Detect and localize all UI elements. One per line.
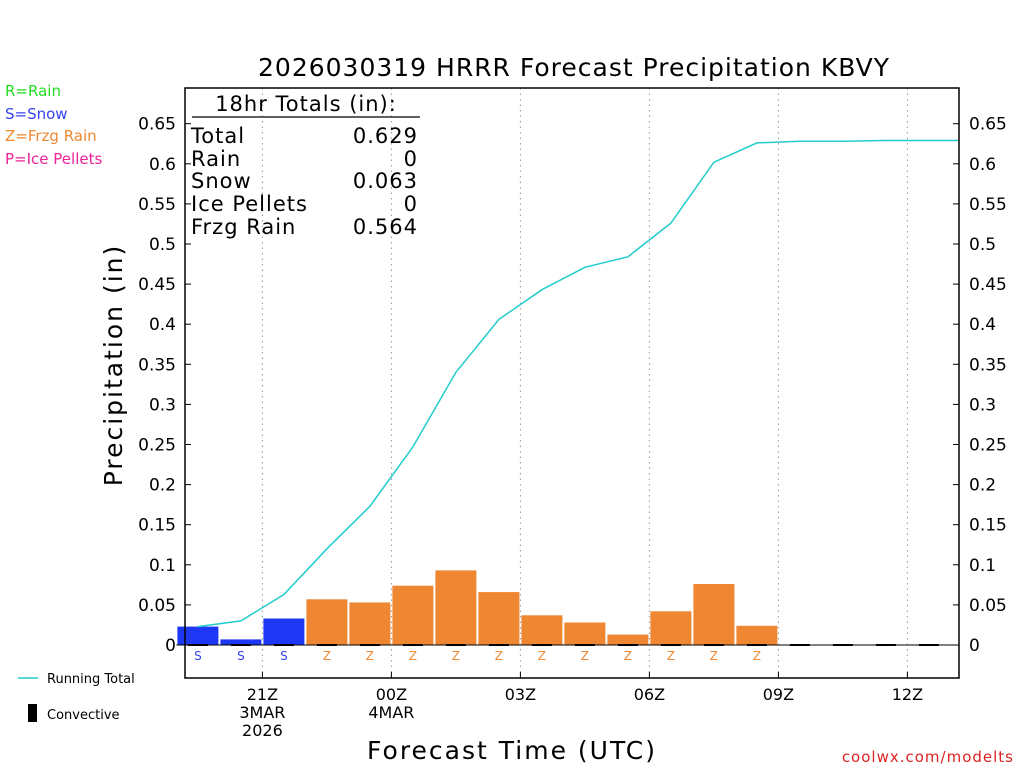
y-tick-label-left: 0.4 [149, 315, 176, 335]
x-tick-label: 4MAR [368, 703, 414, 722]
bar-20 [177, 626, 219, 645]
totals-label-snow: Snow [191, 169, 252, 193]
type-marker-24: Z [366, 649, 374, 663]
convective-legend-label: Convective [47, 708, 120, 723]
bar-31 [650, 611, 692, 645]
type-marker-23: Z [323, 649, 331, 663]
y-tick-label-left: 0.65 [138, 115, 176, 135]
type-marker-31: Z [667, 649, 675, 663]
totals-value-frzg-rain: 0.564 [353, 215, 418, 239]
bar-33 [736, 625, 778, 645]
y-tick-label-right: 0 [969, 636, 980, 656]
bar-27 [478, 592, 520, 645]
y-tick-label-left: 0.55 [138, 195, 176, 215]
totals-value-ice-pellets: 0 [404, 192, 418, 216]
type-marker-27: Z [495, 649, 503, 663]
totals-box: 18hr Totals (in): Total 0.629 Rain 0 Sno… [190, 92, 420, 239]
x-tick-label: 03Z [505, 685, 536, 704]
y-tick-label-left: 0.25 [138, 436, 176, 456]
type-marker-28: Z [538, 649, 546, 663]
legend-snow: S=Snow [5, 105, 68, 123]
precip-type-legend: R=Rain S=Snow Z=Frzg Rain P=Ice Pellets [5, 82, 102, 168]
y-tick-label-left: 0.05 [138, 596, 176, 616]
chart-title: 2026030319 HRRR Forecast Precipitation K… [258, 53, 890, 82]
type-marker-22: S [280, 649, 288, 663]
y-tick-label-right: 0.05 [969, 596, 1007, 616]
bar-24 [349, 602, 391, 645]
y-tick-label-left: 0.45 [138, 275, 176, 295]
bar-28 [521, 615, 563, 645]
bar-29 [564, 622, 606, 645]
x-tick-label: 2026 [242, 721, 283, 740]
totals-value-rain: 0 [404, 147, 418, 171]
running-total-legend-label: Running Total [47, 672, 135, 687]
x-tick-label: 06Z [634, 685, 665, 704]
x-axis-label: Forecast Time (UTC) [367, 736, 657, 765]
totals-heading: 18hr Totals (in): [215, 92, 397, 116]
type-marker-32: Z [710, 649, 718, 663]
legend-ice-pellets: P=Ice Pellets [5, 150, 102, 168]
type-marker-33: Z [753, 649, 761, 663]
totals-label-frzg-rain: Frzg Rain [191, 215, 296, 239]
legend-rain: R=Rain [5, 82, 61, 100]
y-tick-label-left: 0 [165, 636, 176, 656]
y-tick-label-right: 0.4 [969, 315, 996, 335]
y-tick-label-right: 0.2 [969, 476, 996, 496]
totals-label-ice-pellets: Ice Pellets [191, 192, 308, 216]
type-marker-30: Z [624, 649, 632, 663]
y-axis-ticks: 0 0 0.05 0.05 0.1 0.1 0.15 0.15 0.2 0.2 0.25 0.25 0.… [138, 115, 1007, 656]
type-marker-20: S [194, 649, 202, 663]
bar-25 [392, 585, 434, 645]
y-tick-label-right: 0.15 [969, 516, 1007, 536]
y-tick-label-left: 0.1 [149, 556, 176, 576]
y-tick-label-right: 0.6 [969, 155, 996, 175]
type-marker-21: S [237, 649, 245, 663]
totals-label-rain: Rain [191, 147, 241, 171]
series-legend: Running Total Convective [18, 672, 135, 723]
x-tick-label: 12Z [892, 685, 923, 704]
y-tick-label-right: 0.65 [969, 115, 1007, 135]
y-tick-label-left: 0.2 [149, 476, 176, 496]
totals-label-total: Total [190, 124, 245, 148]
running-total-line [197, 139, 959, 628]
y-tick-label-left: 0.15 [138, 516, 176, 536]
bar-30 [607, 634, 649, 645]
running-total-series [197, 139, 959, 628]
bar-21 [220, 639, 262, 645]
y-tick-label-right: 0.45 [969, 275, 1007, 295]
y-tick-label-right: 0.25 [969, 436, 1007, 456]
y-axis-label: Precipitation (in) [99, 244, 128, 487]
x-tick-label: 21Z [247, 685, 278, 704]
y-tick-label-right: 0.5 [969, 235, 996, 255]
credit-text: coolwx.com/modelts [842, 748, 1014, 766]
totals-value-snow: 0.063 [353, 169, 418, 193]
y-tick-label-left: 0.5 [149, 235, 176, 255]
precip-bars [177, 570, 778, 645]
bar-23 [306, 599, 348, 645]
y-tick-label-left: 0.6 [149, 155, 176, 175]
x-tick-label: 00Z [376, 685, 407, 704]
x-tick-label: 3MAR [239, 703, 285, 722]
legend-frzg-rain: Z=Frzg Rain [5, 127, 97, 145]
convective-legend-swatch [28, 704, 37, 722]
bar-22 [263, 618, 305, 645]
type-marker-25: Z [409, 649, 417, 663]
y-tick-label-right: 0.1 [969, 556, 996, 576]
type-marker-26: Z [452, 649, 460, 663]
y-tick-label-right: 0.35 [969, 355, 1007, 375]
y-tick-label-left: 0.35 [138, 355, 176, 375]
totals-value-total: 0.629 [353, 124, 418, 148]
plot-frame [184, 87, 960, 679]
type-marker-29: Z [581, 649, 589, 663]
bar-32 [693, 584, 735, 645]
y-tick-label-right: 0.3 [969, 395, 996, 415]
bar-26 [435, 570, 477, 645]
y-tick-label-right: 0.55 [969, 195, 1007, 215]
x-tick-label: 09Z [763, 685, 794, 704]
y-tick-label-left: 0.3 [149, 395, 176, 415]
